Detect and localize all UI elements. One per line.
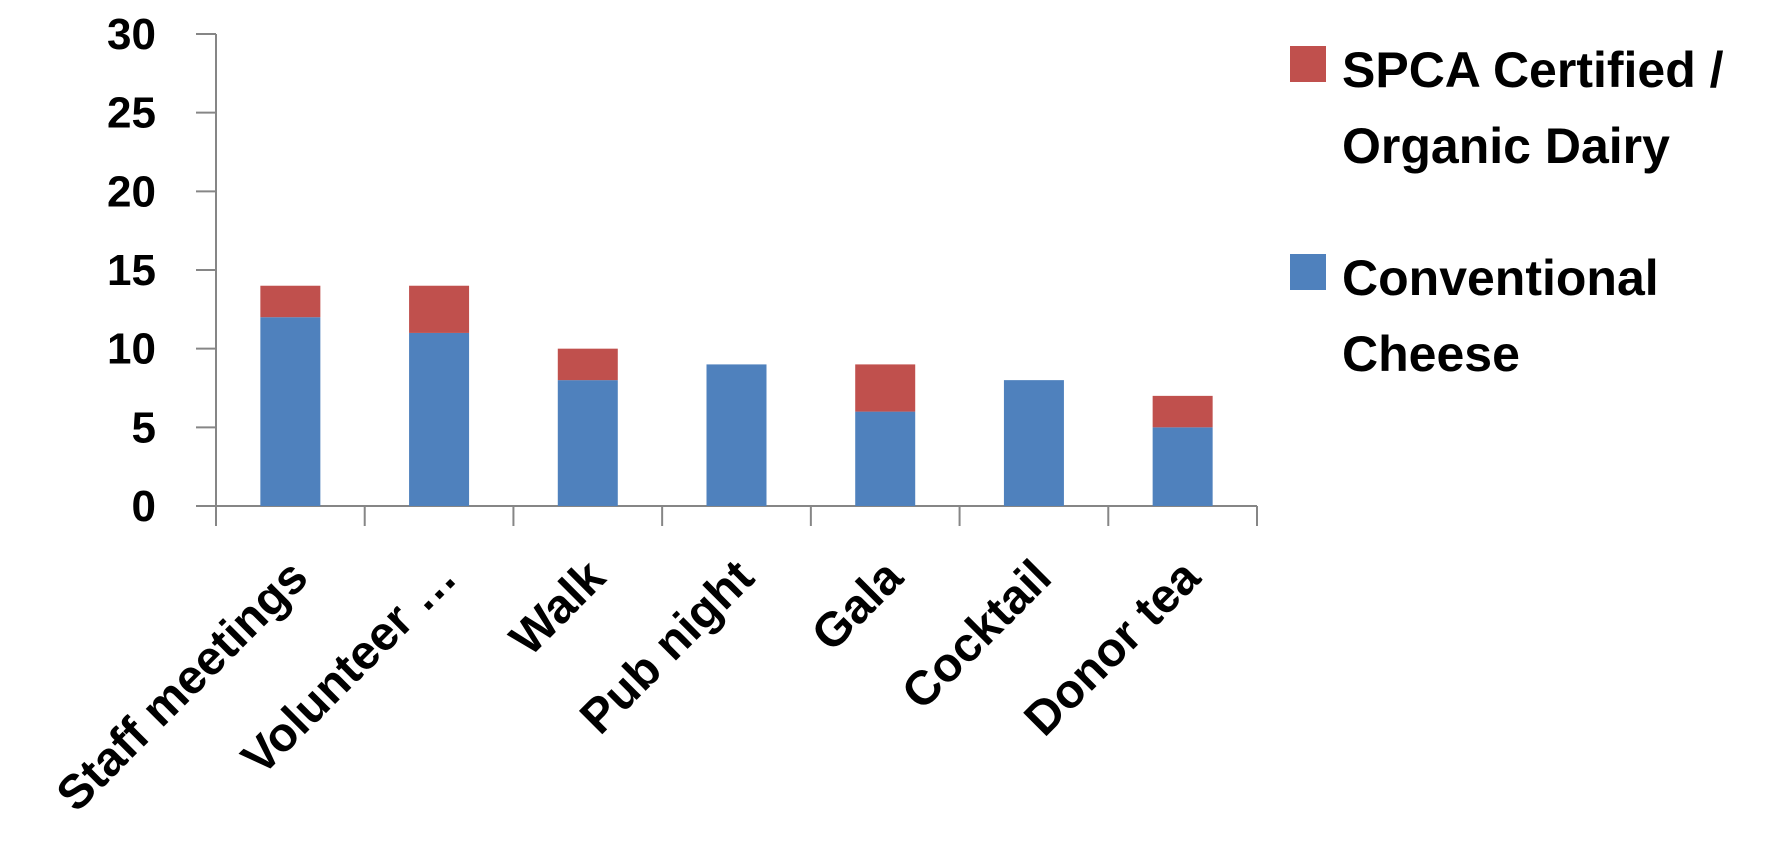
legend-label-conventional: Conventional Cheese — [1342, 250, 1659, 382]
bar-segment-organic — [855, 364, 916, 412]
bar-segment-organic — [260, 285, 321, 318]
x-category-label: Walk — [500, 550, 616, 666]
legend-swatch-conventional — [1290, 254, 1326, 290]
bar-segment-organic — [557, 348, 618, 381]
legend: SPCA Certified / Organic Dairy Conventio… — [1290, 32, 1770, 448]
legend-item-organic: SPCA Certified / Organic Dairy — [1290, 32, 1770, 184]
bar-segment-conventional — [1152, 427, 1213, 506]
bars — [260, 285, 1213, 506]
legend-swatch-organic — [1290, 46, 1326, 82]
x-category-label: Gala — [802, 550, 913, 661]
y-axis: 0 5 10 15 20 25 30 — [107, 10, 217, 531]
x-axis — [215, 505, 1258, 526]
y-tick-label: 5 — [132, 403, 156, 452]
legend-label-organic: SPCA Certified / Organic Dairy — [1342, 42, 1724, 174]
legend-item-conventional: Conventional Cheese — [1290, 240, 1770, 392]
bar-segment-conventional — [1003, 380, 1064, 506]
x-category-label: Staff meetings — [47, 550, 318, 821]
y-tick-label: 30 — [107, 10, 156, 59]
bar-segment-conventional — [706, 364, 767, 506]
y-tick-label: 15 — [107, 246, 156, 295]
bar-segment-conventional — [409, 332, 470, 506]
bar-segment-organic — [1152, 395, 1213, 428]
y-tick-label: 10 — [107, 325, 156, 374]
y-tick-label: 20 — [107, 167, 156, 216]
bar-segment-conventional — [855, 411, 916, 506]
bar-segment-conventional — [260, 317, 321, 506]
y-tick-label: 0 — [132, 482, 156, 531]
bar-segment-conventional — [557, 380, 618, 506]
bar-segment-organic — [409, 285, 470, 333]
y-tick-label: 25 — [107, 89, 156, 138]
